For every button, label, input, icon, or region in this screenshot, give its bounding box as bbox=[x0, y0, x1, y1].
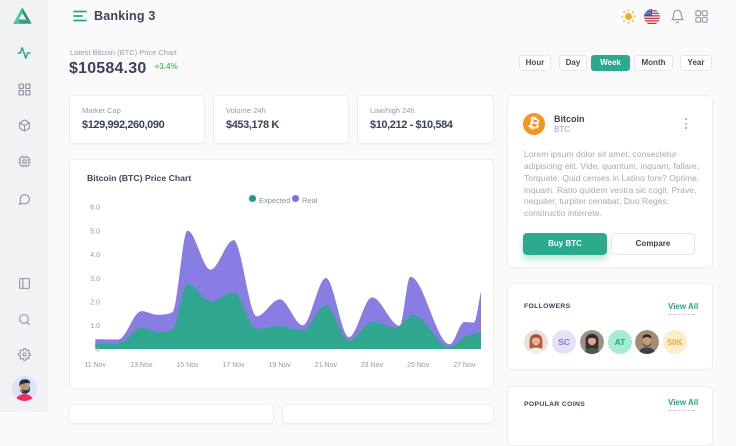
svg-text:1.0: 1.0 bbox=[90, 323, 100, 330]
svg-text:27 Nov: 27 Nov bbox=[453, 362, 476, 369]
svg-text:21 Nov: 21 Nov bbox=[315, 362, 338, 369]
svg-text:4.0: 4.0 bbox=[90, 252, 100, 259]
svg-text:5.0: 5.0 bbox=[90, 229, 100, 236]
svg-text:3.0: 3.0 bbox=[90, 276, 100, 283]
svg-text:23 Nov: 23 Nov bbox=[361, 362, 384, 369]
svg-text:2.0: 2.0 bbox=[90, 300, 100, 307]
svg-text:19 Nov: 19 Nov bbox=[269, 362, 292, 369]
svg-text:13 Nov: 13 Nov bbox=[130, 362, 153, 369]
svg-text:15 Nov: 15 Nov bbox=[176, 362, 199, 369]
svg-text:11 Nov: 11 Nov bbox=[84, 362, 106, 369]
svg-text:17 Nov: 17 Nov bbox=[223, 362, 246, 369]
svg-text:0: 0 bbox=[96, 347, 100, 354]
svg-text:6.0: 6.0 bbox=[90, 205, 100, 212]
svg-text:25 Nov: 25 Nov bbox=[407, 362, 430, 369]
